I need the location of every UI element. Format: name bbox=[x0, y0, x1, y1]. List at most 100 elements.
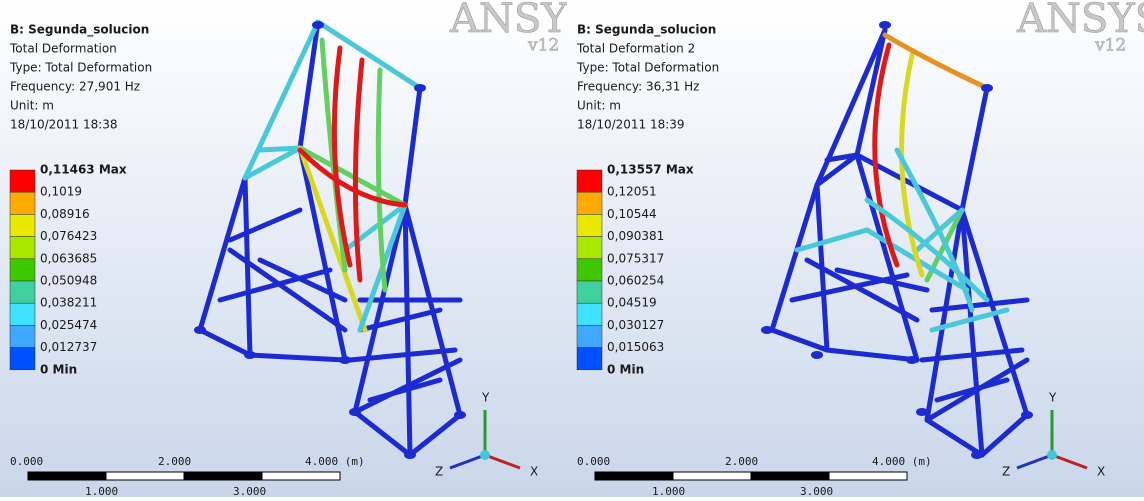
legend-label: 0,11463 Max bbox=[40, 163, 127, 177]
viewport-background bbox=[0, 0, 567, 497]
support bbox=[244, 351, 256, 359]
axis-label: Z bbox=[1002, 465, 1010, 479]
logo-version: v12 bbox=[1094, 36, 1126, 56]
legend-swatch bbox=[577, 281, 602, 303]
legend-label: 0,030127 bbox=[607, 318, 664, 332]
scale-bar bbox=[751, 472, 829, 480]
logo-version: v12 bbox=[527, 36, 559, 56]
legend-swatch bbox=[10, 303, 35, 325]
legend-label: 0,076423 bbox=[40, 229, 97, 243]
legend-swatch bbox=[10, 259, 35, 281]
support bbox=[1021, 411, 1033, 419]
legend-swatch bbox=[10, 214, 35, 236]
scale-bar bbox=[673, 472, 751, 480]
result-title: B: Segunda_solucion bbox=[577, 23, 716, 38]
axis-label: Y bbox=[481, 391, 490, 405]
legend-label: 0,012737 bbox=[40, 340, 97, 354]
scale-label: 0.000 bbox=[577, 455, 610, 468]
legend-label: 0,1019 bbox=[40, 185, 82, 199]
scale-label: 2.000 bbox=[158, 455, 191, 468]
support bbox=[971, 451, 983, 459]
legend-swatch bbox=[10, 281, 35, 303]
axis-label: Z bbox=[435, 465, 443, 479]
legend-label: 0 Min bbox=[40, 362, 77, 376]
legend-label: 0,038211 bbox=[40, 296, 97, 310]
legend-label: 0,13557 Max bbox=[607, 163, 694, 177]
axis-label: X bbox=[530, 465, 538, 479]
legend-swatch bbox=[577, 348, 602, 370]
support bbox=[339, 356, 351, 364]
scale-bar bbox=[184, 472, 262, 480]
result-info: 18/10/2011 18:39 bbox=[577, 118, 685, 132]
support bbox=[312, 21, 324, 29]
legend-swatch bbox=[577, 237, 602, 259]
legend-label: 0,050948 bbox=[40, 274, 97, 288]
legend-swatch bbox=[577, 214, 602, 236]
result-info: Total Deformation 2 bbox=[576, 42, 695, 56]
viewport-background bbox=[567, 0, 1144, 497]
scale-bar bbox=[262, 472, 340, 480]
beam bbox=[260, 148, 300, 150]
legend-swatch bbox=[577, 259, 602, 281]
scale-label: 4.000 (m) bbox=[872, 455, 932, 468]
legend-label: 0,10544 bbox=[607, 207, 657, 221]
result-panel: ANSYSv12B: Segunda_solucionTotal Deforma… bbox=[0, 0, 595, 497]
legend-swatch bbox=[10, 237, 35, 259]
scale-label: 0.000 bbox=[10, 455, 43, 468]
support bbox=[981, 84, 993, 92]
legend-swatch bbox=[577, 303, 602, 325]
result-title: B: Segunda_solucion bbox=[10, 23, 149, 38]
result-info: Frequency: 27,901 Hz bbox=[10, 80, 140, 94]
result-info: Type: Total Deformation bbox=[576, 61, 719, 75]
legend-label: 0,08916 bbox=[40, 207, 90, 221]
scale-label: 3.000 bbox=[233, 485, 266, 497]
legend-label: 0,063685 bbox=[40, 251, 97, 265]
support bbox=[916, 408, 928, 416]
axis-origin bbox=[480, 450, 490, 460]
legend-swatch bbox=[10, 192, 35, 214]
axis-label: Y bbox=[1048, 391, 1057, 405]
scale-bar bbox=[829, 472, 907, 480]
legend-label: 0,075317 bbox=[607, 251, 664, 265]
legend-label: 0,12051 bbox=[607, 185, 657, 199]
legend-label: 0,025474 bbox=[40, 318, 97, 332]
legend-label: 0,04519 bbox=[607, 296, 657, 310]
support bbox=[811, 351, 823, 359]
support bbox=[454, 411, 466, 419]
legend-swatch bbox=[577, 325, 602, 347]
legend-label: 0,090381 bbox=[607, 229, 664, 243]
result-info: 18/10/2011 18:38 bbox=[10, 118, 118, 132]
result-info: Unit: m bbox=[577, 99, 621, 113]
legend-label: 0,060254 bbox=[607, 274, 664, 288]
support bbox=[906, 356, 918, 364]
legend-swatch bbox=[10, 348, 35, 370]
screenshot: ANSYSv12B: Segunda_solucionTotal Deforma… bbox=[0, 0, 1144, 497]
axis-label: X bbox=[1097, 465, 1105, 479]
legend-swatch bbox=[10, 170, 35, 192]
result-info: Type: Total Deformation bbox=[9, 61, 152, 75]
scale-bar bbox=[106, 472, 184, 480]
legend-swatch bbox=[577, 170, 602, 192]
legend-swatch bbox=[577, 192, 602, 214]
support bbox=[349, 408, 361, 416]
support bbox=[194, 326, 206, 334]
axis-origin bbox=[1047, 450, 1057, 460]
result-info: Unit: m bbox=[10, 99, 54, 113]
scale-label: 3.000 bbox=[800, 485, 833, 497]
scale-label: 4.000 (m) bbox=[305, 455, 365, 468]
scale-bar bbox=[28, 472, 106, 480]
scale-label: 1.000 bbox=[85, 485, 118, 497]
scale-bar bbox=[595, 472, 673, 480]
legend-swatch bbox=[10, 325, 35, 347]
support bbox=[404, 451, 416, 459]
support bbox=[761, 326, 773, 334]
support bbox=[414, 84, 426, 92]
scale-label: 2.000 bbox=[725, 455, 758, 468]
legend-label: 0 Min bbox=[607, 362, 644, 376]
result-info: Total Deformation bbox=[9, 42, 117, 56]
legend-label: 0,015063 bbox=[607, 340, 664, 354]
result-info: Frequency: 36,31 Hz bbox=[577, 80, 699, 94]
support bbox=[879, 21, 891, 29]
scale-label: 1.000 bbox=[652, 485, 685, 497]
